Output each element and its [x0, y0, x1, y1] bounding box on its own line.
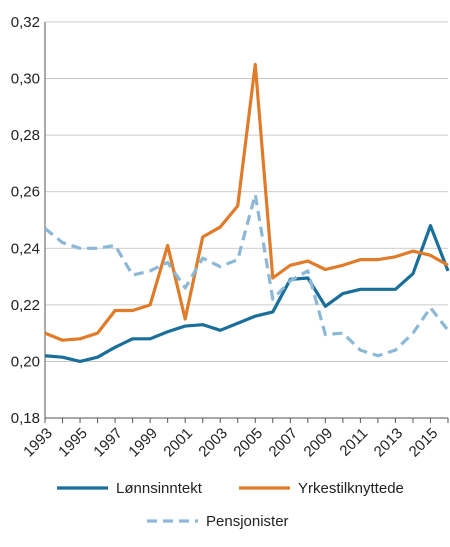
y-tick-label: 0,18	[11, 410, 40, 427]
y-tick-label: 0,32	[11, 14, 40, 31]
x-tick-labels: 1993 1995 1997 1999 2001 2003 2005 2007 2009 2011…	[20, 425, 441, 461]
legend-label: Pensjonister	[206, 513, 289, 530]
series-line-0	[44, 224, 450, 364]
y-tick-label: 0,24	[11, 240, 40, 257]
x-tick-label: 2015	[406, 425, 442, 461]
x-tick-label: 1993	[20, 425, 56, 461]
x-tick-label: 1995	[55, 425, 91, 461]
axes	[44, 22, 449, 423]
gridlines	[45, 21, 448, 362]
x-tick-label: 2013	[371, 425, 407, 461]
y-tick-label: 0,30	[11, 71, 40, 88]
legend-item-0: Lønnsinntekt	[57, 480, 203, 497]
y-tick-labels: 0,18 0,20 0,22 0,24 0,26 0,28 0,30 0,32	[11, 14, 40, 427]
x-tick-label: 2001	[160, 425, 196, 461]
series-line-1	[44, 62, 449, 342]
legend: Lønnsinntekt Yrkestilknyttede Pensjonister	[57, 480, 404, 530]
y-tick-label: 0,28	[11, 127, 40, 144]
x-tick-label: 2009	[301, 425, 337, 461]
x-tick-label: 1997	[90, 425, 126, 461]
series-line-2	[43, 192, 450, 358]
x-tick-label: 1999	[125, 425, 161, 461]
x-tick-label: 2011	[336, 425, 371, 460]
y-tick-label: 0,20	[11, 353, 40, 370]
x-tick-label: 2007	[266, 425, 302, 461]
x-tick-label: 2003	[195, 425, 231, 461]
legend-item-2: Pensjonister	[147, 513, 289, 530]
legend-label: Yrkestilknyttede	[298, 480, 404, 497]
x-tick-label: 2005	[230, 425, 266, 461]
legend-label: Lønnsinntekt	[116, 480, 203, 497]
series-lines	[43, 62, 450, 364]
y-tick-label: 0,22	[11, 297, 40, 314]
y-tick-label: 0,26	[11, 184, 40, 201]
legend-item-1: Yrkestilknyttede	[239, 480, 404, 497]
